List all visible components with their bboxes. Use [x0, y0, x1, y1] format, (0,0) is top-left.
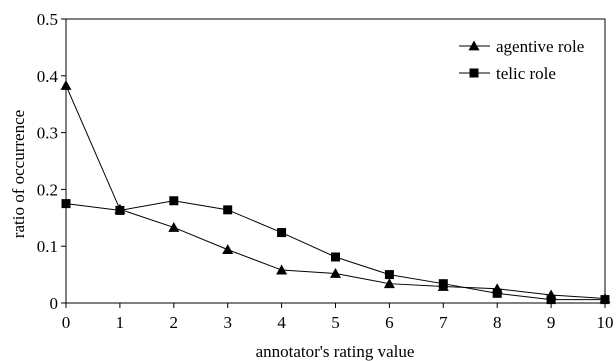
y-tick-label: 0.4 — [37, 67, 59, 86]
data-point-telic-role — [438, 279, 448, 289]
data-point-telic-role — [492, 288, 502, 298]
x-tick-label: 7 — [439, 313, 448, 332]
series-line-agentive-role — [65, 85, 606, 299]
x-tick-label: 0 — [62, 313, 71, 332]
x-tick-label: 1 — [116, 313, 125, 332]
x-tick-label: 2 — [170, 313, 179, 332]
data-point-telic-role — [331, 252, 340, 262]
data-point-agentive-role — [222, 244, 234, 255]
data-point-telic-role — [546, 295, 556, 305]
data-point-telic-role — [169, 196, 179, 206]
y-tick-label: 0.1 — [37, 237, 58, 256]
x-tick-label: 9 — [547, 313, 556, 332]
data-point-telic-role — [277, 228, 287, 238]
legend-marker-agentive-role — [468, 40, 480, 51]
data-point-agentive-role — [330, 267, 341, 278]
y-tick-label: 0.2 — [37, 180, 58, 199]
x-axis: 0 1 2 3 4 5 6 7 8 9 10 — [62, 303, 614, 332]
data-point-telic-role — [384, 270, 394, 280]
x-tick-label: 5 — [331, 313, 340, 332]
legend: agentive role telic role — [459, 37, 584, 83]
data-point-telic-role — [600, 295, 610, 305]
x-axis-label: annotator's rating value — [256, 342, 415, 361]
x-tick-label: 3 — [223, 313, 232, 332]
x-tick-label: 6 — [385, 313, 394, 332]
data-point-telic-role — [223, 205, 233, 215]
x-tick-label: 4 — [277, 313, 286, 332]
legend-label-telic-role: telic role — [496, 64, 556, 83]
x-tick-label: 10 — [597, 313, 614, 332]
data-point-telic-role — [115, 205, 125, 215]
data-point-agentive-role — [383, 278, 395, 289]
y-axis-label: ratio of occurrence — [9, 110, 28, 238]
data-point-telic-role — [61, 199, 71, 209]
data-point-agentive-role — [60, 79, 72, 90]
legend-marker-telic-role — [469, 68, 479, 78]
series-layer — [60, 79, 611, 305]
y-axis: 0 0.1 0.2 0.3 0.4 0.5 — [37, 10, 66, 313]
y-tick-label: 0.3 — [37, 124, 58, 143]
x-tick-label: 8 — [493, 313, 502, 332]
y-tick-label: 0.5 — [37, 10, 58, 29]
legend-label-agentive-role: agentive role — [496, 37, 584, 56]
series-line-telic-role — [65, 200, 605, 301]
y-tick-label: 0 — [50, 294, 59, 313]
data-point-agentive-role — [168, 221, 180, 232]
data-point-agentive-role — [276, 264, 288, 275]
